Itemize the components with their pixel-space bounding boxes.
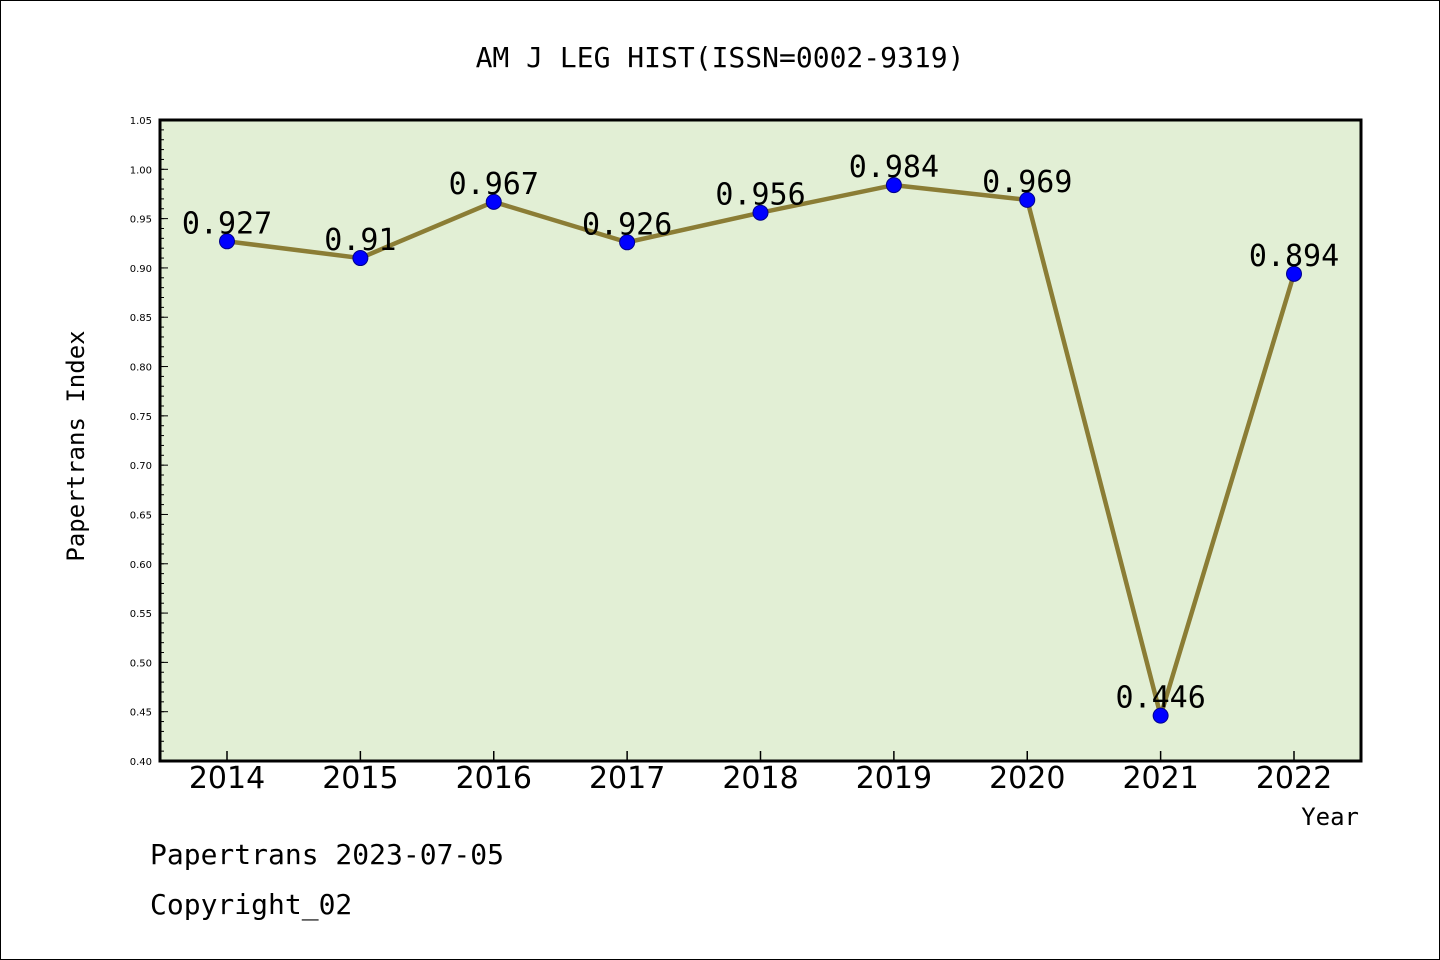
data-point xyxy=(885,177,902,194)
y-tick-label: 0.85 xyxy=(130,313,152,324)
data-label: 0.969 xyxy=(982,165,1072,200)
data-point xyxy=(219,233,235,250)
data-point xyxy=(1152,707,1169,724)
series-line-group: 0.927 0.91 0.967 0.926 0.956 0.984 0.969 0.446 0… xyxy=(182,150,1339,724)
chart-title: AM J LEG HIST(ISSN=0002-9319) xyxy=(476,41,965,74)
y-axis: 0.40 0.45 0.50 0.55 0.60 0.65 0.70 0.75 0.80 0.85… xyxy=(130,116,168,768)
data-point xyxy=(352,250,369,267)
x-tick-label: 2020 xyxy=(989,761,1065,796)
y-tick-label: 0.90 xyxy=(130,264,152,275)
y-tick-label: 0.60 xyxy=(130,560,152,571)
y-tick-label: 0.70 xyxy=(130,461,152,472)
x-tick-label: 2022 xyxy=(1256,761,1332,796)
x-tick-label: 2017 xyxy=(589,761,665,796)
plot-area xyxy=(158,118,1363,763)
y-tick-label: 0.95 xyxy=(130,215,152,226)
data-point xyxy=(752,204,769,221)
x-axis: 2014 2015 2016 2017 2018 2019 2020 2021 2022 xyxy=(189,751,1332,796)
y-tick-label: 0.80 xyxy=(130,363,152,374)
x-axis-label: Year xyxy=(1301,803,1359,831)
x-tick-label: 2019 xyxy=(856,761,932,796)
y-axis-label: Papertrans Index xyxy=(62,330,90,561)
data-label: 0.926 xyxy=(582,207,672,242)
y-tick-label: 1.05 xyxy=(130,116,152,127)
data-label: 0.956 xyxy=(715,178,805,213)
y-tick-label: 1.00 xyxy=(130,165,152,176)
data-point xyxy=(1019,191,1036,208)
data-point xyxy=(619,234,636,251)
data-label: 0.91 xyxy=(324,223,396,258)
data-label: 0.927 xyxy=(182,206,272,241)
footer-copyright: Copyright_02 xyxy=(150,888,352,922)
data-point xyxy=(1286,265,1302,282)
data-label: 0.894 xyxy=(1249,239,1339,274)
x-tick-label: 2014 xyxy=(189,761,265,796)
y-tick-label: 0.50 xyxy=(130,658,152,669)
data-label: 0.984 xyxy=(849,150,939,185)
x-tick-label: 2018 xyxy=(722,761,798,796)
y-tick-label: 0.65 xyxy=(130,510,152,521)
footer-date: Papertrans 2023-07-05 xyxy=(150,838,504,871)
data-point xyxy=(485,193,502,210)
x-tick-label: 2021 xyxy=(1122,761,1198,796)
y-tick-label: 0.40 xyxy=(130,757,152,768)
x-tick-label: 2016 xyxy=(456,761,532,796)
y-tick-label: 0.75 xyxy=(130,412,152,423)
x-tick-label: 2015 xyxy=(322,761,398,796)
data-label: 0.446 xyxy=(1115,681,1205,716)
y-tick-label: 0.45 xyxy=(130,708,152,719)
data-label: 0.967 xyxy=(449,167,539,202)
y-tick-label: 0.55 xyxy=(130,609,152,620)
